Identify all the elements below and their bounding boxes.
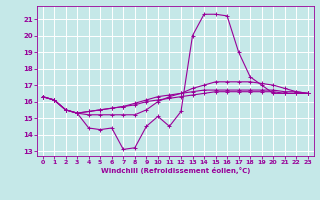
- X-axis label: Windchill (Refroidissement éolien,°C): Windchill (Refroidissement éolien,°C): [100, 167, 250, 174]
